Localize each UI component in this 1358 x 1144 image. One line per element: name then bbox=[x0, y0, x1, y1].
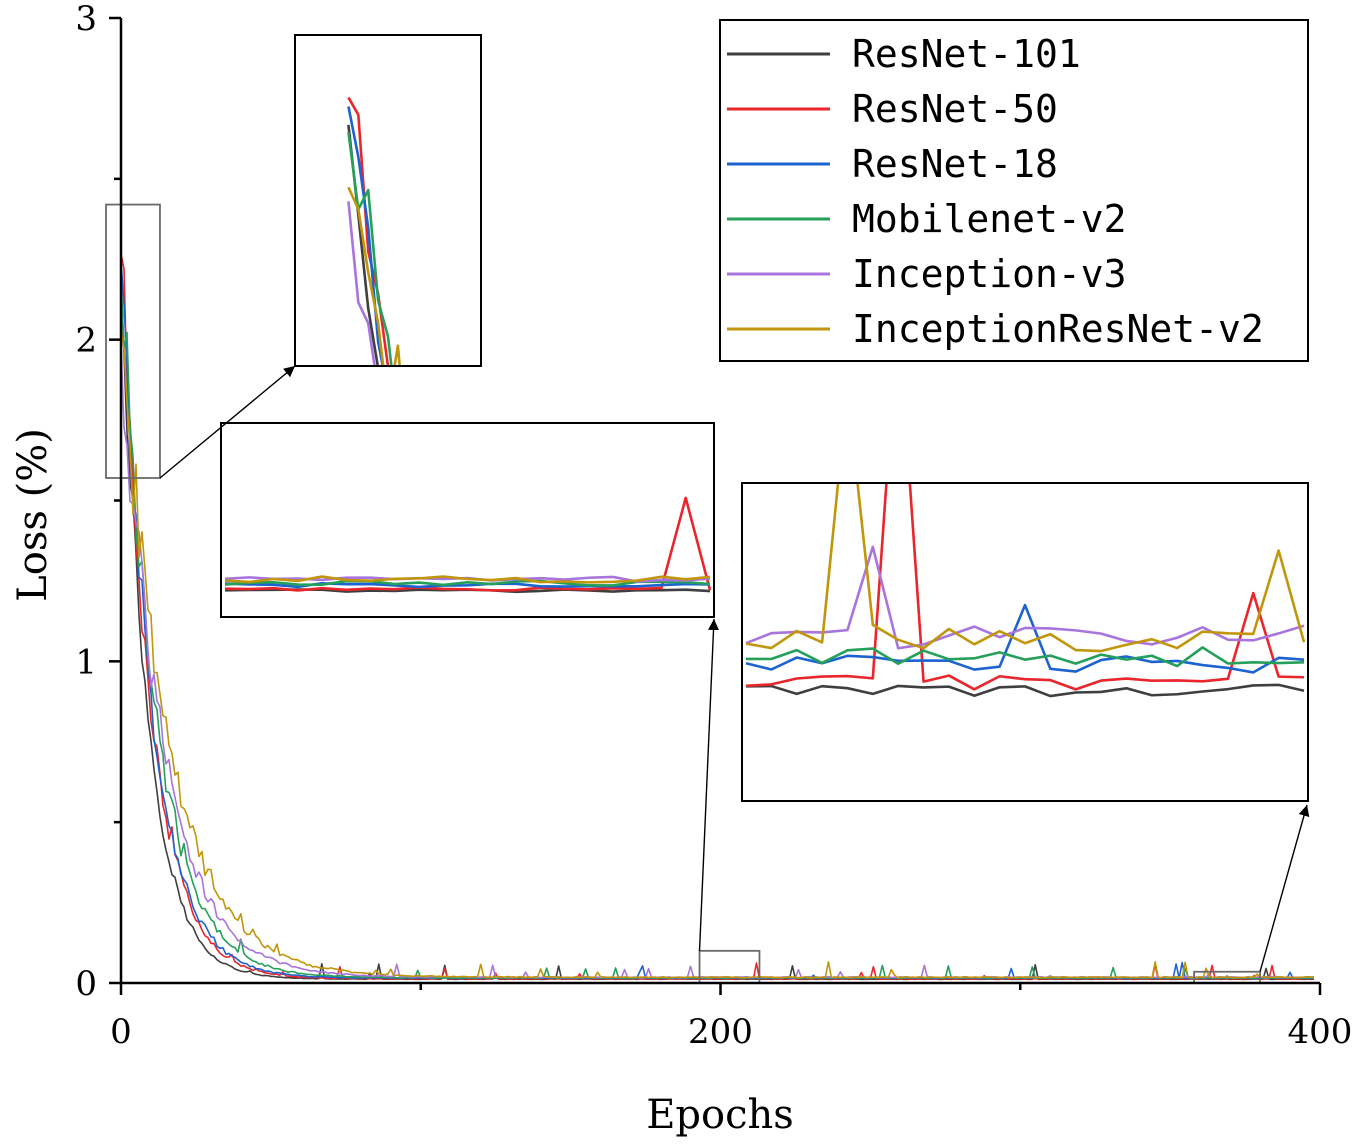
inset-series-inception-v3 bbox=[347, 201, 376, 365]
x-tick-label: 200 bbox=[688, 1012, 753, 1052]
ticks: 0 200 400 0 1 2 3 bbox=[75, 0, 1352, 1052]
legend-items: ResNet-101 ResNet-50 ResNet-18 Mobilenet-v2… bbox=[727, 32, 1264, 351]
legend-item: Mobilenet-v2 bbox=[727, 197, 1127, 241]
y-tick-label: 1 bbox=[75, 642, 97, 682]
y-tick-label: 2 bbox=[75, 321, 97, 361]
legend-label: ResNet-101 bbox=[852, 32, 1081, 76]
inset-series-mobilenet-v2 bbox=[224, 579, 711, 587]
zoom-region-1 bbox=[105, 203, 161, 479]
x-tick-label: 400 bbox=[1288, 1012, 1353, 1052]
legend-label: Mobilenet-v2 bbox=[852, 197, 1127, 241]
y-tick-label: 3 bbox=[75, 0, 97, 39]
inset-lines bbox=[347, 96, 401, 365]
inset-lines bbox=[224, 496, 712, 594]
legend-label: InceptionResNet-v2 bbox=[852, 307, 1264, 351]
legend-label: ResNet-18 bbox=[852, 142, 1058, 186]
connector-arrow-1 bbox=[159, 365, 296, 479]
legend-label: Inception-v3 bbox=[852, 252, 1127, 296]
series-line-inceptionresnet-v2 bbox=[120, 329, 1315, 979]
x-axis-title: Epochs bbox=[646, 1092, 794, 1138]
x-tick-label: 0 bbox=[110, 1012, 132, 1052]
inset-series-resnet-50 bbox=[224, 496, 712, 592]
inset-3 bbox=[741, 482, 1309, 802]
inset-series-resnet-18 bbox=[745, 603, 1305, 674]
inset-series-mobilenet-v2 bbox=[347, 131, 393, 365]
legend-item: Inception-v3 bbox=[727, 252, 1127, 296]
legend: ResNet-101 ResNet-50 ResNet-18 Mobilenet-v2… bbox=[719, 19, 1309, 362]
inset-series-inceptionresnet-v2 bbox=[224, 575, 711, 584]
legend-item: InceptionResNet-v2 bbox=[727, 307, 1264, 351]
inset-series-resnet-101 bbox=[347, 124, 379, 365]
inset-frame bbox=[294, 34, 482, 367]
inset-connectors bbox=[159, 365, 1310, 972]
connector-arrow-3 bbox=[1259, 804, 1310, 972]
y-tick-label: 0 bbox=[75, 964, 97, 1004]
y-axis-title: Loss (%) bbox=[10, 428, 56, 602]
inset-series-inceptionresnet-v2 bbox=[347, 186, 401, 365]
inset-lines bbox=[745, 484, 1306, 698]
inset-1 bbox=[294, 34, 482, 367]
legend-item: ResNet-18 bbox=[727, 142, 1058, 186]
connector-arrow-2 bbox=[698, 618, 720, 951]
legend-box bbox=[719, 19, 1309, 362]
inset-series-resnet-101 bbox=[745, 683, 1305, 698]
legend-item: ResNet-101 bbox=[727, 32, 1081, 76]
inset-2 bbox=[220, 422, 715, 618]
insets bbox=[220, 34, 1309, 802]
inset-series-inceptionresnet-v2 bbox=[745, 484, 1306, 653]
legend-item: ResNet-50 bbox=[727, 87, 1058, 131]
inset-series-resnet-18 bbox=[347, 106, 384, 365]
inset-series-mobilenet-v2 bbox=[745, 646, 1305, 668]
series-layer bbox=[120, 253, 1315, 981]
inset-series-resnet-50 bbox=[745, 484, 1305, 691]
legend-label: ResNet-50 bbox=[852, 87, 1058, 131]
